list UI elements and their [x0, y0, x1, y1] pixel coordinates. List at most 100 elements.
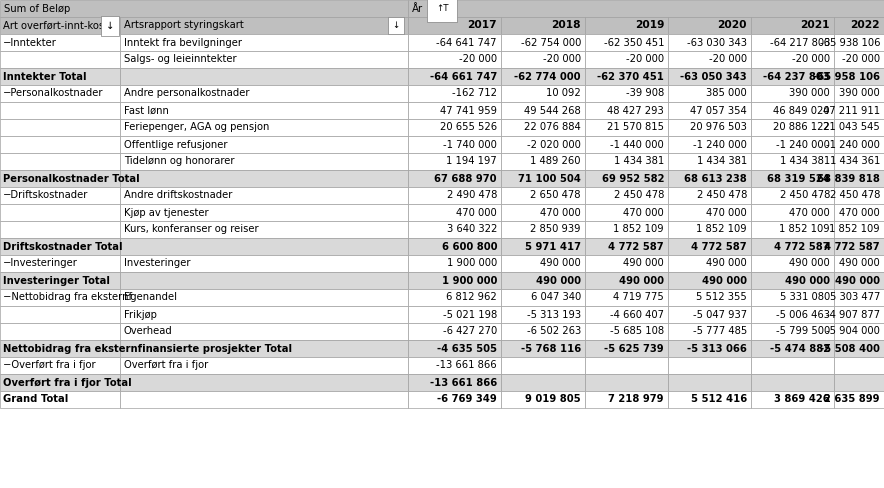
Text: -5 313 193: -5 313 193: [527, 309, 581, 320]
Bar: [585, 17, 668, 34]
Bar: [585, 153, 668, 170]
Text: −Overført fra i fjor: −Overført fra i fjor: [3, 361, 95, 370]
Bar: [751, 238, 834, 255]
Text: 2017: 2017: [468, 20, 497, 30]
Text: 10 092: 10 092: [546, 88, 581, 99]
Bar: [751, 204, 834, 221]
Bar: [585, 289, 668, 306]
Bar: [751, 119, 834, 136]
Bar: [120, 119, 408, 136]
Bar: [751, 340, 834, 357]
Text: Investeringer Total: Investeringer Total: [3, 276, 110, 285]
Text: 5 331 080: 5 331 080: [780, 292, 830, 303]
Text: 390 000: 390 000: [839, 88, 880, 99]
Text: 2 450 478: 2 450 478: [829, 190, 880, 201]
Text: -5 777 485: -5 777 485: [693, 326, 747, 337]
Bar: [408, 306, 501, 323]
Text: Personalkostnader Total: Personalkostnader Total: [3, 174, 140, 183]
Text: -64 217 803: -64 217 803: [770, 38, 830, 47]
Bar: [501, 170, 585, 187]
Bar: [668, 187, 751, 204]
Text: 2 450 478: 2 450 478: [613, 190, 664, 201]
Bar: [408, 34, 501, 51]
Bar: [120, 34, 408, 51]
Bar: [751, 289, 834, 306]
Bar: [501, 221, 585, 238]
Text: 71 100 504: 71 100 504: [518, 174, 581, 183]
Text: Fast lønn: Fast lønn: [124, 105, 169, 116]
Text: 20 886 122: 20 886 122: [774, 122, 830, 133]
Bar: [0, 255, 120, 272]
Bar: [668, 51, 751, 68]
Bar: [0, 68, 120, 85]
Bar: [0, 238, 120, 255]
Bar: [120, 238, 408, 255]
Text: 2 490 478: 2 490 478: [446, 190, 497, 201]
Text: -62 370 451: -62 370 451: [597, 72, 664, 81]
Text: −Investeringer: −Investeringer: [3, 259, 78, 268]
Text: 46 849 020: 46 849 020: [774, 105, 830, 116]
Bar: [408, 187, 501, 204]
Text: -5 313 066: -5 313 066: [687, 344, 747, 353]
Bar: [0, 51, 120, 68]
Bar: [120, 170, 408, 187]
Bar: [585, 204, 668, 221]
Text: Sum of Beløp: Sum of Beløp: [4, 3, 70, 14]
Bar: [501, 357, 585, 374]
Bar: [834, 119, 884, 136]
Bar: [834, 289, 884, 306]
Bar: [408, 289, 501, 306]
Text: 1 434 381: 1 434 381: [780, 157, 830, 166]
Text: -5 904 000: -5 904 000: [827, 326, 880, 337]
Text: 490 000: 490 000: [702, 276, 747, 285]
Bar: [751, 102, 834, 119]
Bar: [408, 238, 501, 255]
Text: 47 211 911: 47 211 911: [823, 105, 880, 116]
Bar: [585, 68, 668, 85]
Bar: [668, 255, 751, 272]
Text: -65 958 106: -65 958 106: [813, 72, 880, 81]
Bar: [668, 170, 751, 187]
Bar: [120, 357, 408, 374]
Text: Andre driftskostnader: Andre driftskostnader: [124, 190, 232, 201]
Bar: [834, 17, 884, 34]
Bar: [501, 17, 585, 34]
Text: Kurs, konferanser og reiser: Kurs, konferanser og reiser: [124, 224, 259, 235]
Text: 1 434 381: 1 434 381: [613, 157, 664, 166]
Text: 2 850 939: 2 850 939: [530, 224, 581, 235]
Text: 5 512 355: 5 512 355: [697, 292, 747, 303]
Text: 2 450 478: 2 450 478: [780, 190, 830, 201]
Bar: [834, 272, 884, 289]
Bar: [120, 17, 408, 34]
Text: ↓: ↓: [106, 20, 114, 30]
Text: 47 741 959: 47 741 959: [440, 105, 497, 116]
Bar: [751, 323, 834, 340]
Text: 490 000: 490 000: [706, 259, 747, 268]
Bar: [751, 136, 834, 153]
Bar: [501, 255, 585, 272]
Bar: [751, 170, 834, 187]
Bar: [0, 374, 120, 391]
Bar: [585, 323, 668, 340]
Text: 390 000: 390 000: [789, 88, 830, 99]
Text: -65 938 106: -65 938 106: [819, 38, 880, 47]
Bar: [0, 153, 120, 170]
Text: -1 240 000: -1 240 000: [827, 140, 880, 149]
Text: -6 427 270: -6 427 270: [443, 326, 497, 337]
Bar: [585, 391, 668, 408]
Bar: [668, 119, 751, 136]
Text: 1 852 109: 1 852 109: [613, 224, 664, 235]
Bar: [408, 391, 501, 408]
Text: 21 570 815: 21 570 815: [607, 122, 664, 133]
Bar: [0, 85, 120, 102]
Bar: [668, 85, 751, 102]
Bar: [0, 306, 120, 323]
Bar: [120, 391, 408, 408]
Text: 6 600 800: 6 600 800: [441, 242, 497, 251]
Bar: [668, 323, 751, 340]
Bar: [120, 136, 408, 153]
Text: 470 000: 470 000: [456, 207, 497, 218]
Bar: [408, 204, 501, 221]
Bar: [668, 68, 751, 85]
Bar: [585, 187, 668, 204]
